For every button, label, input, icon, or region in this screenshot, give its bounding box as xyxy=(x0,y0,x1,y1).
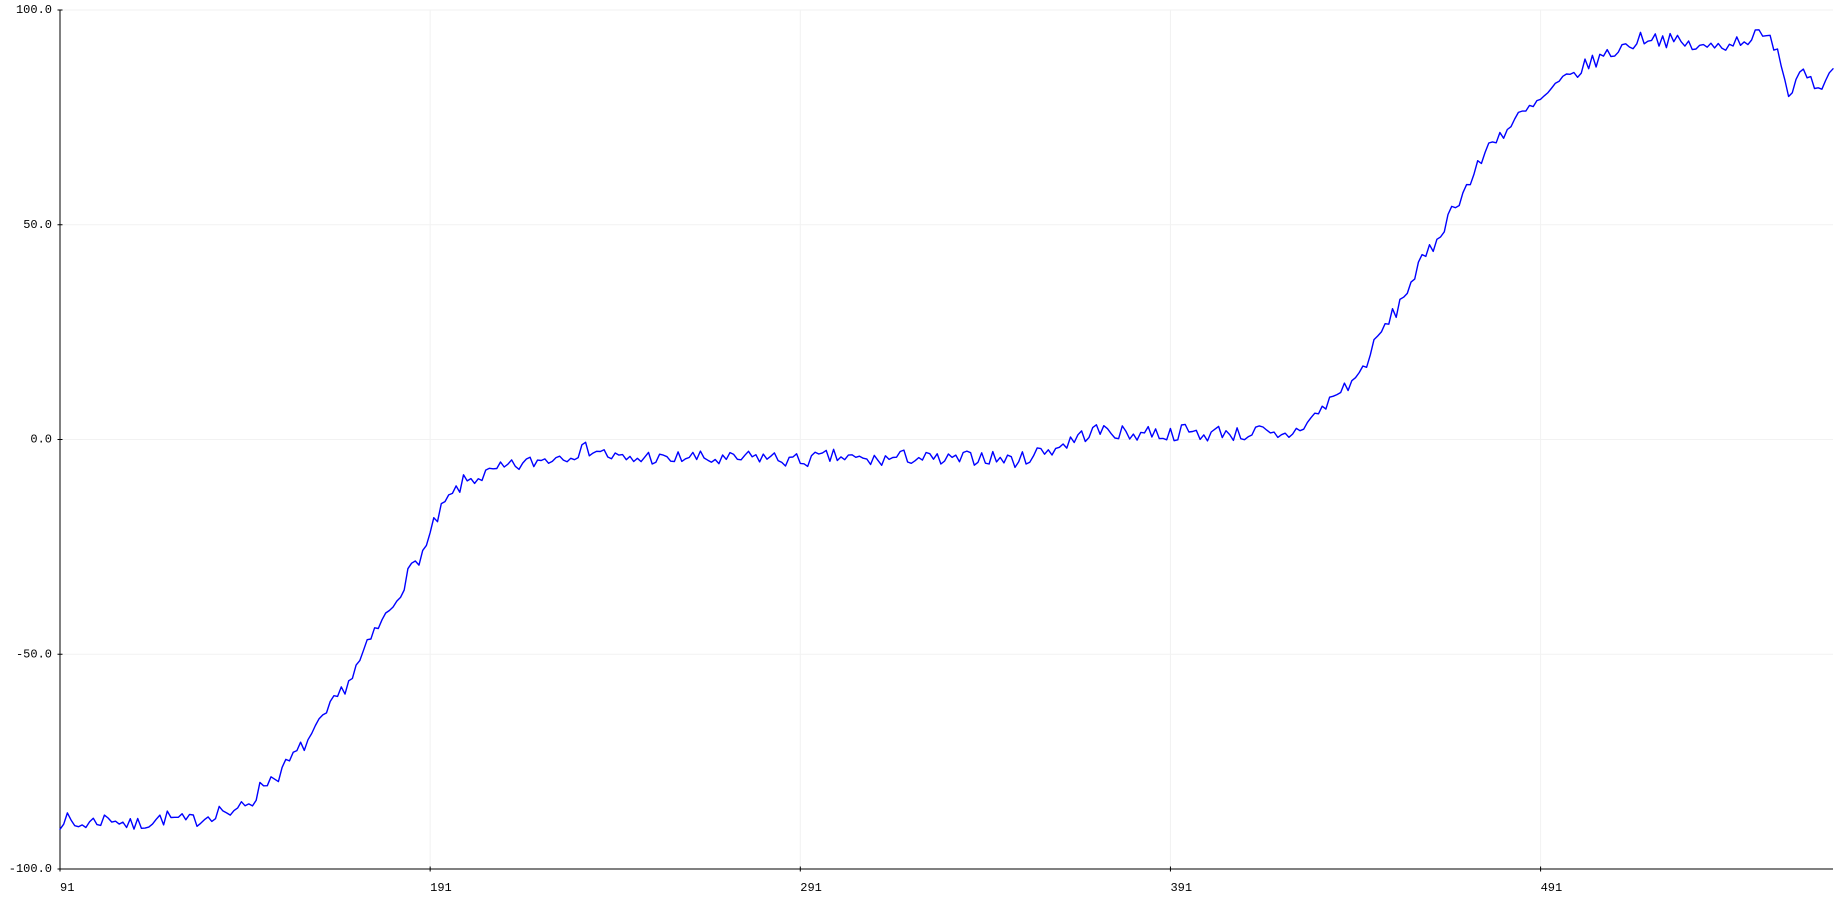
xtick-label: 91 xyxy=(60,881,74,895)
xtick-label: 391 xyxy=(1170,881,1192,895)
line-chart: -100.0 -50.0 0.0 50.0 100.0 91 191 291 391 491 xyxy=(0,0,1843,897)
ytick-label: 0.0 xyxy=(30,433,52,447)
ytick-label: -100.0 xyxy=(9,862,52,876)
ytick-label: 100.0 xyxy=(16,3,52,17)
chart-canvas: -100.0 -50.0 0.0 50.0 100.0 91 191 291 391 491 xyxy=(0,0,1843,897)
ytick-label: -50.0 xyxy=(16,647,52,661)
xtick-label: 291 xyxy=(800,881,822,895)
xtick-label: 191 xyxy=(430,881,452,895)
ticks: -100.0 -50.0 0.0 50.0 100.0 91 191 291 391 491 xyxy=(9,3,1562,895)
grid xyxy=(60,10,1833,869)
xtick-label: 491 xyxy=(1541,881,1563,895)
series-line xyxy=(60,30,1833,830)
ytick-label: 50.0 xyxy=(23,218,52,232)
